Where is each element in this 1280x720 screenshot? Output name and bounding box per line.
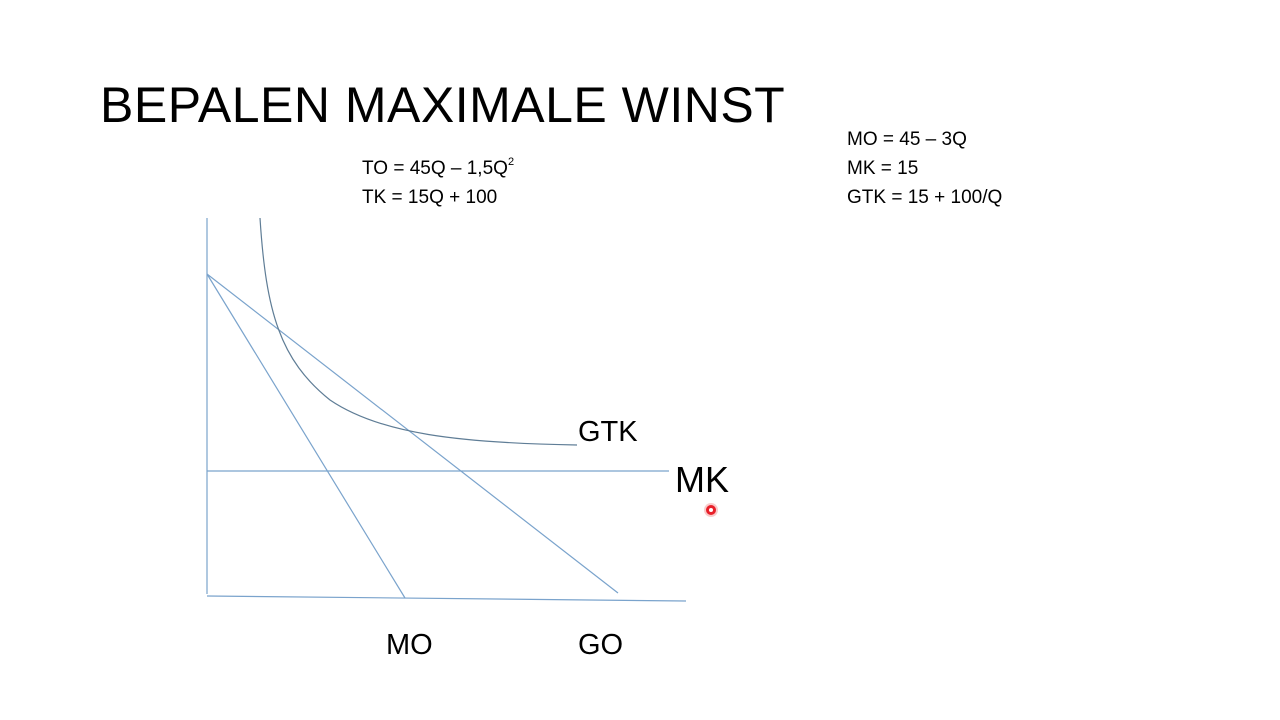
formula-to-exponent: 2 [507,156,515,168]
formula-tk: TK = 15Q + 100 [362,187,498,208]
formula-mo: MO = 45 – 3Q [847,129,967,150]
go-label: GO [578,629,623,661]
formula-gtk: GTK = 15 + 100/Q [847,187,1003,208]
mo-line [206,273,406,599]
formula-block-marginal-average: MO = 45 – 3Q MK = 15 GTK = 15 + 100/Q [847,125,1002,212]
gtk-curve [259,217,578,446]
formula-block-revenue-cost: TO = 45Q – 1,5Q2 TK = 15Q + 100 [362,154,514,212]
formula-to-main: TO = 45Q – 1,5Q [362,158,508,179]
formula-mk: MK = 15 [847,158,919,179]
laser-pointer-icon [704,503,718,517]
mo-label: MO [386,629,433,661]
slide-title: BEPALEN MAXIMALE WINST [100,77,786,133]
x-axis [206,595,687,602]
mk-label: MK [675,459,729,500]
formula-to: TO = 45Q – 1,5Q2 [362,154,514,183]
go-line [206,273,619,594]
gtk-label: GTK [578,416,638,448]
